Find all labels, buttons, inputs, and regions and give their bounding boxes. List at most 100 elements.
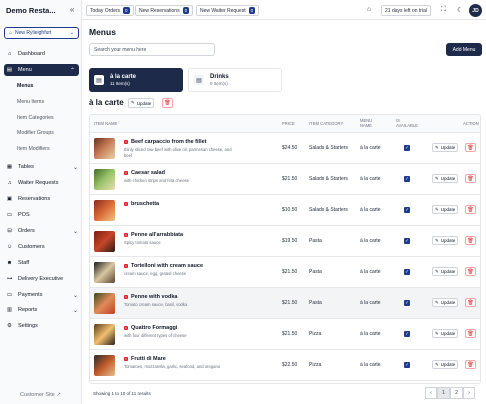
trash-icon: 🗑 xyxy=(164,100,171,106)
update-label: Update xyxy=(440,269,456,274)
update-label: Update xyxy=(440,331,456,336)
edit-icon: ✎ xyxy=(435,299,439,305)
moon-icon[interactable]: ☾ xyxy=(457,7,464,14)
home-icon: ⌂ xyxy=(7,51,12,57)
customer-site-label: Customer Site xyxy=(20,392,55,398)
avatar[interactable]: JD xyxy=(469,4,482,17)
table-icon: ▦ xyxy=(6,164,13,170)
submenu-item-categories[interactable]: Item Categories xyxy=(17,115,54,121)
sidebar-item-payments[interactable]: ▭ Payments ⌄ xyxy=(0,289,82,301)
delete-item-button[interactable]: 🗑 xyxy=(465,143,476,152)
delete-item-button[interactable]: 🗑 xyxy=(465,205,476,214)
sidebar-item-waiter-requests[interactable]: ♫ Waiter Requests xyxy=(0,177,82,189)
sidebar-item-customers[interactable]: ☺ Customers xyxy=(0,241,82,253)
update-item-button[interactable]: ✎ Update xyxy=(432,298,459,307)
sidebar-item-orders[interactable]: ⊟ Orders ⌄ xyxy=(0,225,82,237)
collapse-sidebar-icon[interactable]: « xyxy=(70,5,75,14)
sidebar-item-delivery-executive[interactable]: ⊶ Delivery Executive xyxy=(0,273,82,285)
item-menu-name: à la carte xyxy=(360,269,381,275)
available-checkbox[interactable]: ✓ xyxy=(404,362,410,368)
sidebar-item-settings[interactable]: ⚙ Settings xyxy=(0,320,82,332)
menu-book-icon: ▤ xyxy=(194,75,204,85)
delete-item-button[interactable]: 🗑 xyxy=(465,174,476,183)
page-2-button[interactable]: 2 xyxy=(450,387,463,399)
page-1-button[interactable]: 1 xyxy=(437,387,450,399)
sidebar-item-label: Payments xyxy=(18,292,43,298)
item-menu-name: à la carte xyxy=(360,300,381,306)
add-menu-button[interactable]: Add Menu xyxy=(446,43,482,56)
update-menu-button[interactable]: ✎ Update xyxy=(128,98,155,108)
item-menu-name: à la carte xyxy=(360,207,381,213)
trash-icon: 🗑 xyxy=(467,237,474,244)
trial-badge[interactable]: 21 days left on trial xyxy=(381,5,431,16)
update-item-button[interactable]: ✎ Update xyxy=(432,205,459,214)
menu-card-a-la-carte[interactable]: ▤ à la carte 11 Item(s) xyxy=(89,68,183,92)
update-label: Update xyxy=(440,300,456,305)
store-icon[interactable]: ⌂ xyxy=(367,6,372,13)
sidebar-item-dashboard[interactable]: ⌂ Dashboard xyxy=(0,48,82,60)
submenu-menus[interactable]: Menus xyxy=(17,83,34,89)
item-category: Pasta xyxy=(309,238,322,244)
item-image xyxy=(94,262,115,283)
table-row: Penne with vodka Tomato cream sauce, bas… xyxy=(90,288,480,319)
item-name: bruschetta xyxy=(131,201,160,207)
non-veg-icon xyxy=(124,357,128,361)
item-category: Salads & Starters xyxy=(309,207,348,213)
menu-card-name: Drinks xyxy=(210,74,229,80)
submenu-modifier-groups[interactable]: Modifier Groups xyxy=(17,130,54,136)
sidebar-item-tables[interactable]: ▦ Tables ⌄ xyxy=(0,161,82,173)
chevron-down-icon: ⌄ xyxy=(72,228,78,235)
available-checkbox[interactable]: ✓ xyxy=(404,300,410,306)
menu-card-drinks[interactable]: ▤ Drinks 9 Item(s) xyxy=(188,68,282,92)
available-checkbox[interactable]: ✓ xyxy=(404,176,410,182)
fullscreen-icon[interactable]: ⛶ xyxy=(441,6,446,13)
calendar-icon: ▣ xyxy=(6,196,13,202)
table-row: Caesar salad with chicken strips and fet… xyxy=(90,164,480,195)
sidebar-item-pos[interactable]: ▭ POS xyxy=(0,209,82,221)
customer-site-link[interactable]: Customer Site ↗ xyxy=(20,392,61,398)
bell-icon: ♫ xyxy=(7,180,12,186)
available-checkbox[interactable]: ✓ xyxy=(404,331,410,337)
update-item-button[interactable]: ✎ Update xyxy=(432,174,459,183)
branch-selector[interactable]: ⌂ New Rylieighfurt ⌄ xyxy=(4,27,79,39)
item-image xyxy=(94,231,115,252)
update-item-button[interactable]: ✎ Update xyxy=(432,329,459,338)
sidebar-item-menu[interactable]: ▤ Menu ⌃ xyxy=(4,64,79,76)
branch-name: New Rylieighfurt xyxy=(15,30,52,36)
today-orders-button[interactable]: Today Orders 0 xyxy=(86,5,134,16)
menu-book-icon: ▤ xyxy=(94,75,104,85)
update-item-button[interactable]: ✎ Update xyxy=(432,267,459,276)
sidebar-item-reservations[interactable]: ▣ Reservations xyxy=(0,193,82,205)
update-label: Update xyxy=(136,100,152,106)
brand-name: Demo Resta... xyxy=(6,6,56,15)
available-checkbox[interactable]: ✓ xyxy=(404,207,410,213)
next-page-button[interactable]: › xyxy=(463,387,475,399)
available-checkbox[interactable]: ✓ xyxy=(404,269,410,275)
sidebar-item-label: Dashboard xyxy=(18,51,45,57)
table-row: Quattro Formaggi with four different typ… xyxy=(90,319,480,350)
sidebar-item-label: Customers xyxy=(18,244,45,250)
new-reservations-button[interactable]: New Reservations 0 xyxy=(135,5,194,16)
delete-item-button[interactable]: 🗑 xyxy=(465,360,476,369)
item-price: $24.50 xyxy=(282,145,298,151)
submenu-item-modifiers[interactable]: Item Modifiers xyxy=(17,146,50,152)
delete-item-button[interactable]: 🗑 xyxy=(465,267,476,276)
available-checkbox[interactable]: ✓ xyxy=(404,145,410,151)
delete-item-button[interactable]: 🗑 xyxy=(465,298,476,307)
item-image xyxy=(94,293,115,314)
search-input[interactable] xyxy=(89,43,215,56)
delete-menu-button[interactable]: 🗑 xyxy=(162,98,173,108)
update-item-button[interactable]: ✎ Update xyxy=(432,236,459,245)
update-item-button[interactable]: ✎ Update xyxy=(432,143,459,152)
prev-page-button[interactable]: ‹ xyxy=(425,387,437,399)
submenu-menu-items[interactable]: Menu Items xyxy=(17,99,45,105)
update-item-button[interactable]: ✎ Update xyxy=(432,360,459,369)
delete-item-button[interactable]: 🗑 xyxy=(465,236,476,245)
sidebar-item-staff[interactable]: ☻ Staff xyxy=(0,257,82,269)
sidebar-item-label: POS xyxy=(18,212,30,218)
delete-item-button[interactable]: 🗑 xyxy=(465,329,476,338)
available-checkbox[interactable]: ✓ xyxy=(404,238,410,244)
edit-icon: ✎ xyxy=(435,206,439,212)
sidebar-item-reports[interactable]: ▥ Reports ⌄ xyxy=(0,304,82,316)
new-waiter-request-button[interactable]: New Waiter Request 0 xyxy=(196,5,260,16)
